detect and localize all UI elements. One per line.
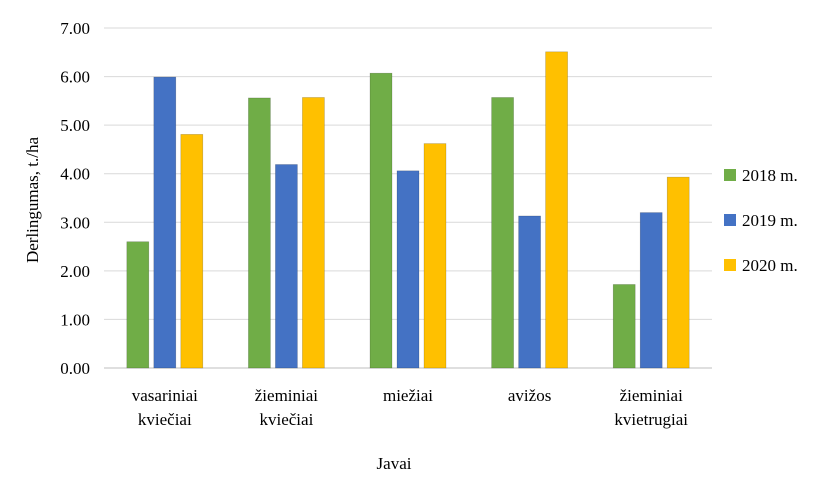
category-label-line: vasariniai bbox=[132, 386, 198, 405]
category-label: žieminiai kvietrugiai bbox=[614, 386, 688, 429]
legend-swatch bbox=[724, 169, 736, 181]
bar bbox=[275, 164, 298, 369]
y-tick-label: 0.00 bbox=[60, 359, 90, 378]
bar bbox=[396, 170, 420, 369]
bar bbox=[423, 143, 447, 369]
bar bbox=[666, 176, 690, 369]
category-label: miežiai bbox=[383, 386, 433, 405]
category-label-line: kvietrugiai bbox=[614, 410, 688, 429]
category-label-line: miežiai bbox=[383, 386, 433, 405]
y-tick-label: 5.00 bbox=[60, 116, 90, 135]
legend: 2018 m. 2019 m. 2020 m. bbox=[724, 166, 798, 275]
x-axis-title: Javai bbox=[377, 454, 412, 473]
y-tick-label: 3.00 bbox=[60, 213, 90, 232]
bar bbox=[369, 72, 393, 369]
bar bbox=[180, 134, 204, 369]
legend-label: 2019 m. bbox=[742, 211, 798, 230]
y-tick-label: 2.00 bbox=[60, 262, 90, 281]
category-labels: vasariniai kviečiai žieminiai kviečiai mieži… bbox=[132, 386, 689, 429]
bar bbox=[126, 241, 150, 369]
bar bbox=[491, 97, 514, 369]
y-tick-labels: 0.00 1.00 2.00 3.00 4.00 5.00 6.00 7.00 bbox=[60, 19, 90, 378]
bar bbox=[248, 97, 271, 369]
bar bbox=[545, 51, 568, 369]
y-tick-label: 1.00 bbox=[60, 310, 90, 329]
bars bbox=[126, 51, 690, 369]
category-label: žieminiai kviečiai bbox=[255, 386, 319, 429]
category-label-line: kviečiai bbox=[259, 410, 313, 429]
legend-label: 2020 m. bbox=[742, 256, 798, 275]
bar bbox=[612, 284, 636, 369]
y-tick-label: 4.00 bbox=[60, 165, 90, 184]
bar bbox=[639, 212, 663, 369]
bar bbox=[302, 97, 325, 369]
y-axis-title: Derlingumas, t./ha bbox=[23, 137, 42, 264]
bar bbox=[153, 76, 177, 369]
legend-swatch bbox=[724, 214, 736, 226]
category-label: avižos bbox=[508, 386, 551, 405]
y-tick-label: 7.00 bbox=[60, 19, 90, 38]
category-label-line: avižos bbox=[508, 386, 551, 405]
category-label-line: žieminiai bbox=[620, 386, 684, 405]
category-label-line: žieminiai bbox=[255, 386, 319, 405]
category-label-line: kviečiai bbox=[138, 410, 192, 429]
legend-swatch bbox=[724, 259, 736, 271]
category-label: vasariniai kviečiai bbox=[132, 386, 198, 429]
bar bbox=[518, 215, 541, 369]
y-tick-label: 6.00 bbox=[60, 68, 90, 87]
legend-label: 2018 m. bbox=[742, 166, 798, 185]
